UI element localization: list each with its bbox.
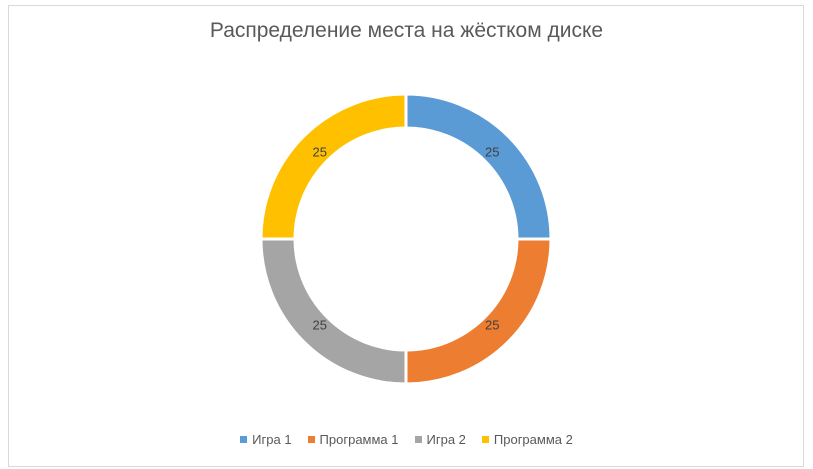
legend-label: Программа 2 (493, 432, 573, 447)
legend-swatch (307, 436, 315, 443)
legend-label: Игра 1 (252, 432, 292, 447)
donut-slice-1 (404, 92, 553, 241)
data-label-3: 25 (312, 317, 326, 332)
donut-slice-4 (259, 92, 408, 241)
legend-swatch (481, 436, 489, 443)
legend-item-2: Программа 1 (307, 432, 399, 447)
legend-item-1: Игра 1 (240, 432, 292, 447)
legend-item-4: Программа 2 (481, 432, 573, 447)
donut-slice-3 (259, 237, 408, 386)
legend-swatch (414, 436, 422, 443)
chart-area (8, 5, 804, 467)
legend-item-3: Игра 2 (414, 432, 466, 447)
data-label-1: 25 (485, 145, 499, 160)
donut-slice-2 (404, 237, 553, 386)
data-label-2: 25 (485, 317, 499, 332)
data-label-4: 25 (312, 145, 326, 160)
legend: Игра 1 Программа 1 Игра 2 Программа 2 (0, 432, 813, 447)
legend-swatch (240, 436, 248, 443)
legend-label: Программа 1 (319, 432, 399, 447)
chart-title: Распределение места на жёстком диске (209, 19, 604, 42)
legend-label: Игра 2 (426, 432, 466, 447)
